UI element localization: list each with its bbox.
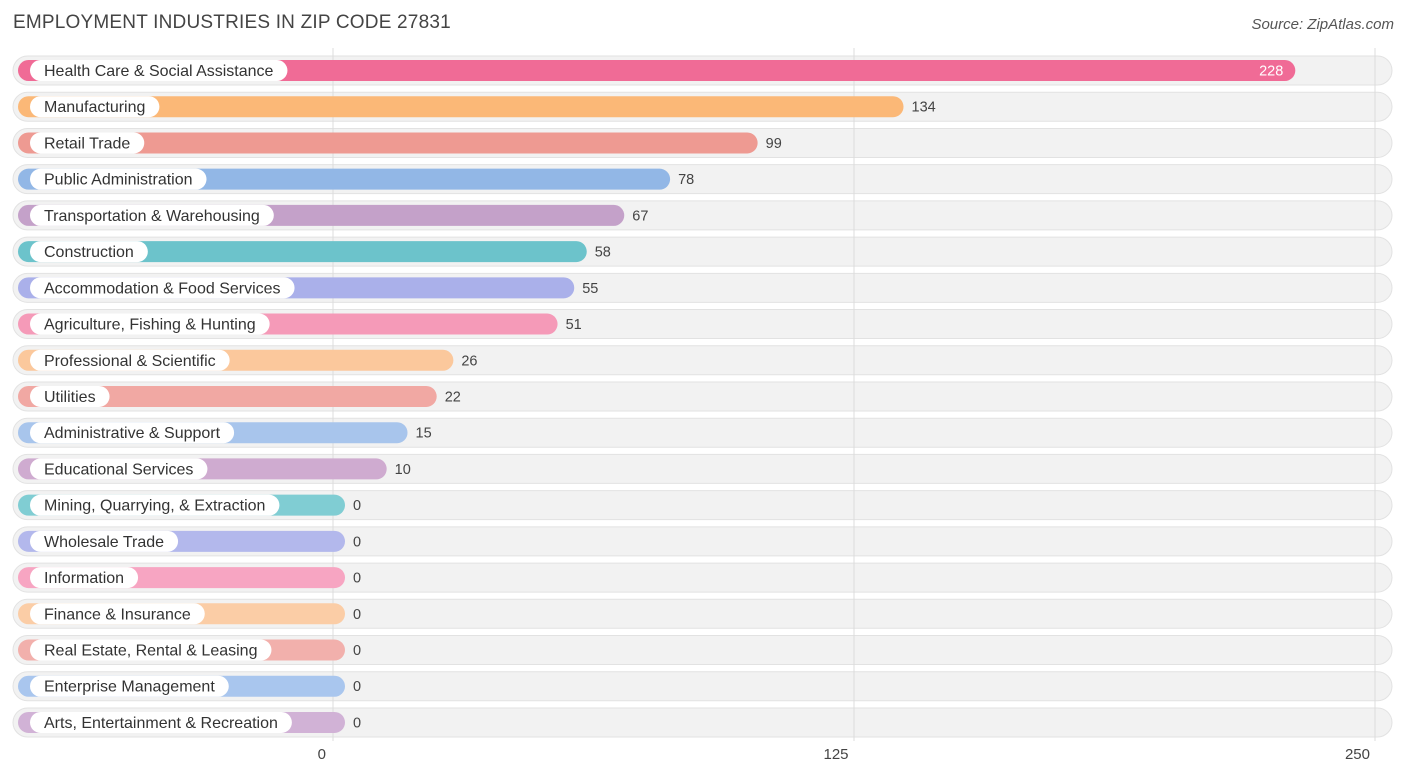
source-credit: Source: ZipAtlas.com: [1251, 16, 1394, 33]
row-track: [12, 562, 1393, 593]
category-label: Manufacturing: [44, 99, 145, 116]
value-label: 55: [582, 281, 598, 297]
value-label: 228: [1259, 64, 1283, 80]
category-label: Real Estate, Rental & Leasing: [44, 643, 257, 660]
value-label: 0: [353, 571, 361, 587]
category-label-pill: [30, 313, 270, 335]
category-label: Construction: [44, 244, 134, 261]
category-label-pill: [30, 385, 110, 407]
value-label: 134: [912, 100, 936, 116]
value-label: 10: [395, 462, 411, 478]
category-label-pill: [30, 675, 229, 697]
value-label: 0: [353, 643, 361, 659]
category-label-pill: [30, 277, 295, 299]
bar[interactable]: [18, 241, 587, 263]
row-track: [12, 526, 1393, 557]
category-label: Public Administration: [44, 172, 193, 189]
category-label: Accommodation & Food Services: [44, 280, 281, 297]
category-label-pill: [30, 603, 205, 625]
category-label-pill: [30, 567, 139, 589]
category-label-pill: [30, 639, 272, 661]
category-label: Finance & Insurance: [44, 606, 191, 623]
category-label-pill: [30, 132, 145, 154]
row-track: [12, 671, 1393, 702]
chart-title: EMPLOYMENT INDUSTRIES IN ZIP CODE 27831: [13, 12, 451, 33]
x-tick-label: 125: [823, 746, 848, 763]
category-label-pill: [30, 349, 230, 371]
category-label: Agriculture, Fishing & Hunting: [44, 317, 256, 334]
value-label: 0: [353, 715, 361, 731]
value-label: 99: [766, 136, 782, 152]
category-label-pill: [30, 530, 179, 552]
value-label: 15: [416, 426, 432, 442]
category-label: Educational Services: [44, 461, 193, 478]
category-label-pill: [30, 96, 160, 118]
category-label-pill: [30, 422, 235, 444]
category-label: Transportation & Warehousing: [44, 208, 260, 225]
category-label: Arts, Entertainment & Recreation: [44, 715, 278, 732]
category-label-pill: [30, 711, 292, 733]
value-label: 0: [353, 607, 361, 623]
value-label: 0: [353, 679, 361, 695]
bar[interactable]: [18, 60, 1296, 81]
category-label-pill: [30, 168, 207, 190]
x-tick-label: 250: [1345, 746, 1370, 763]
category-label: Administrative & Support: [44, 425, 221, 442]
category-label: Mining, Quarrying, & Extraction: [44, 498, 265, 515]
category-label: Health Care & Social Assistance: [44, 63, 274, 80]
value-label: 78: [678, 172, 694, 188]
category-label: Utilities: [44, 389, 96, 406]
category-label: Wholesale Trade: [44, 534, 164, 551]
x-tick-label: 0: [318, 746, 326, 763]
bar[interactable]: [18, 385, 437, 407]
value-label: 51: [566, 317, 582, 333]
category-label: Information: [44, 570, 124, 587]
value-label: 0: [353, 534, 361, 550]
value-label: 67: [632, 208, 648, 224]
category-label-pill: [30, 60, 288, 81]
category-label: Retail Trade: [44, 135, 130, 152]
row-track: [12, 707, 1393, 738]
row-track: [12, 490, 1393, 521]
category-label-pill: [30, 241, 148, 263]
value-label: 22: [445, 389, 461, 405]
category-label-pill: [30, 204, 274, 226]
value-label: 58: [595, 245, 611, 261]
category-label: Enterprise Management: [44, 679, 215, 696]
category-label-pill: [30, 494, 280, 516]
bar[interactable]: [18, 132, 758, 154]
category-label-pill: [30, 458, 208, 480]
row-track: [12, 598, 1393, 629]
row-track: [12, 635, 1393, 666]
value-label: 0: [353, 498, 361, 514]
bar[interactable]: [18, 96, 904, 118]
value-label: 26: [461, 353, 477, 369]
category-label: Professional & Scientific: [44, 353, 216, 370]
